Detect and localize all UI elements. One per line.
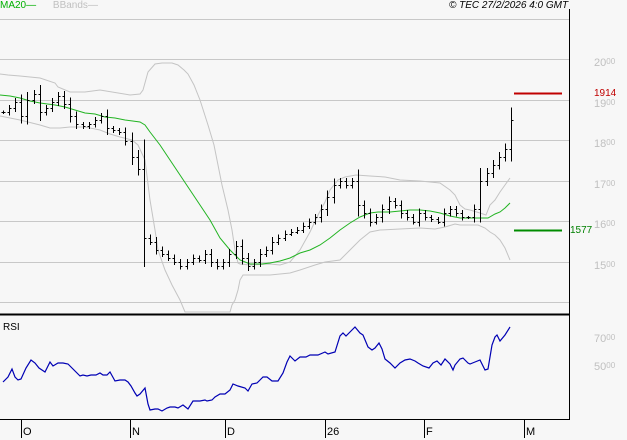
- rsi-title: RSI: [3, 322, 20, 333]
- x-axis-label: D: [227, 426, 235, 438]
- price-axis-label: 1600: [594, 219, 616, 231]
- rsi-axis-label: 7000: [594, 333, 616, 345]
- x-axis-label: O: [23, 426, 32, 438]
- copyright-timestamp: © TEC 27/2/2026 4:0 GMT: [449, 0, 569, 11]
- price-axis-label: 1700: [594, 179, 616, 191]
- rsi-axis-label: 5000: [594, 361, 616, 373]
- x-axis-label: N: [132, 426, 140, 438]
- chart-legend: MA20— BBands—: [0, 0, 98, 12]
- ma20-line: [0, 94, 511, 265]
- price-axis-label: 1800: [594, 138, 616, 150]
- x-ticks: [21, 420, 525, 438]
- price-axis-label: 2000: [594, 57, 616, 69]
- legend-ma20: MA20—: [0, 0, 37, 11]
- support-label: 1577: [570, 225, 593, 236]
- x-axis-label: 26: [327, 426, 340, 438]
- legend-bbands: BBands—: [52, 0, 98, 11]
- bollinger-bands: [0, 62, 511, 313]
- price-axis-label: 1900: [594, 98, 616, 110]
- resistance-label: 1914: [594, 88, 617, 99]
- ohlc-bars: [1, 85, 514, 271]
- rsi-line: [2, 326, 511, 412]
- price-gridlines: [0, 19, 570, 303]
- x-axis-label: M: [526, 426, 536, 438]
- price-axis-label: 1500: [594, 260, 616, 272]
- x-axis-label: F: [426, 426, 433, 438]
